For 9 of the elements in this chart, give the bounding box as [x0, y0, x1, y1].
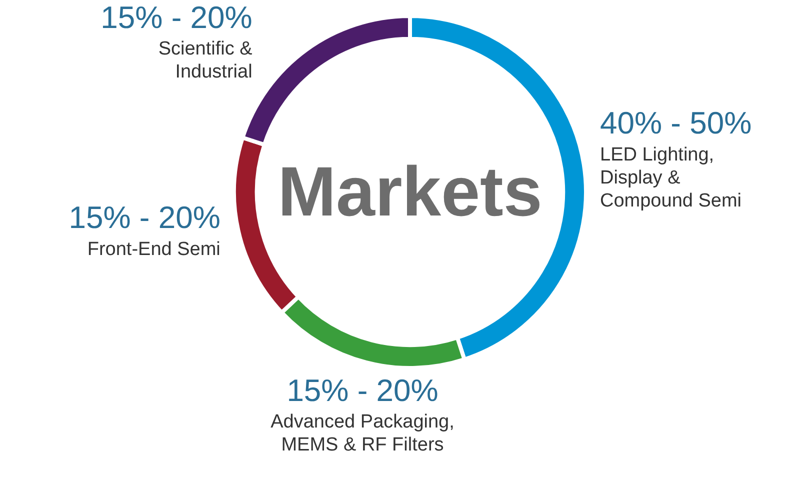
slice-label: Advanced Packaging, MEMS & RF Filters: [270, 412, 454, 456]
slice-label: LED Lighting, Display & Compound Semi: [600, 144, 742, 212]
slice-label: Front-End Semi: [87, 238, 220, 260]
text: Markets: [278, 152, 542, 230]
text: 15% - 20%: [68, 200, 220, 236]
text: 15% - 20%: [100, 0, 252, 36]
slice-label: Scientific & Industrial: [158, 38, 253, 83]
text: 15% - 20%: [286, 373, 438, 408]
text: 40% - 50%: [600, 106, 752, 141]
